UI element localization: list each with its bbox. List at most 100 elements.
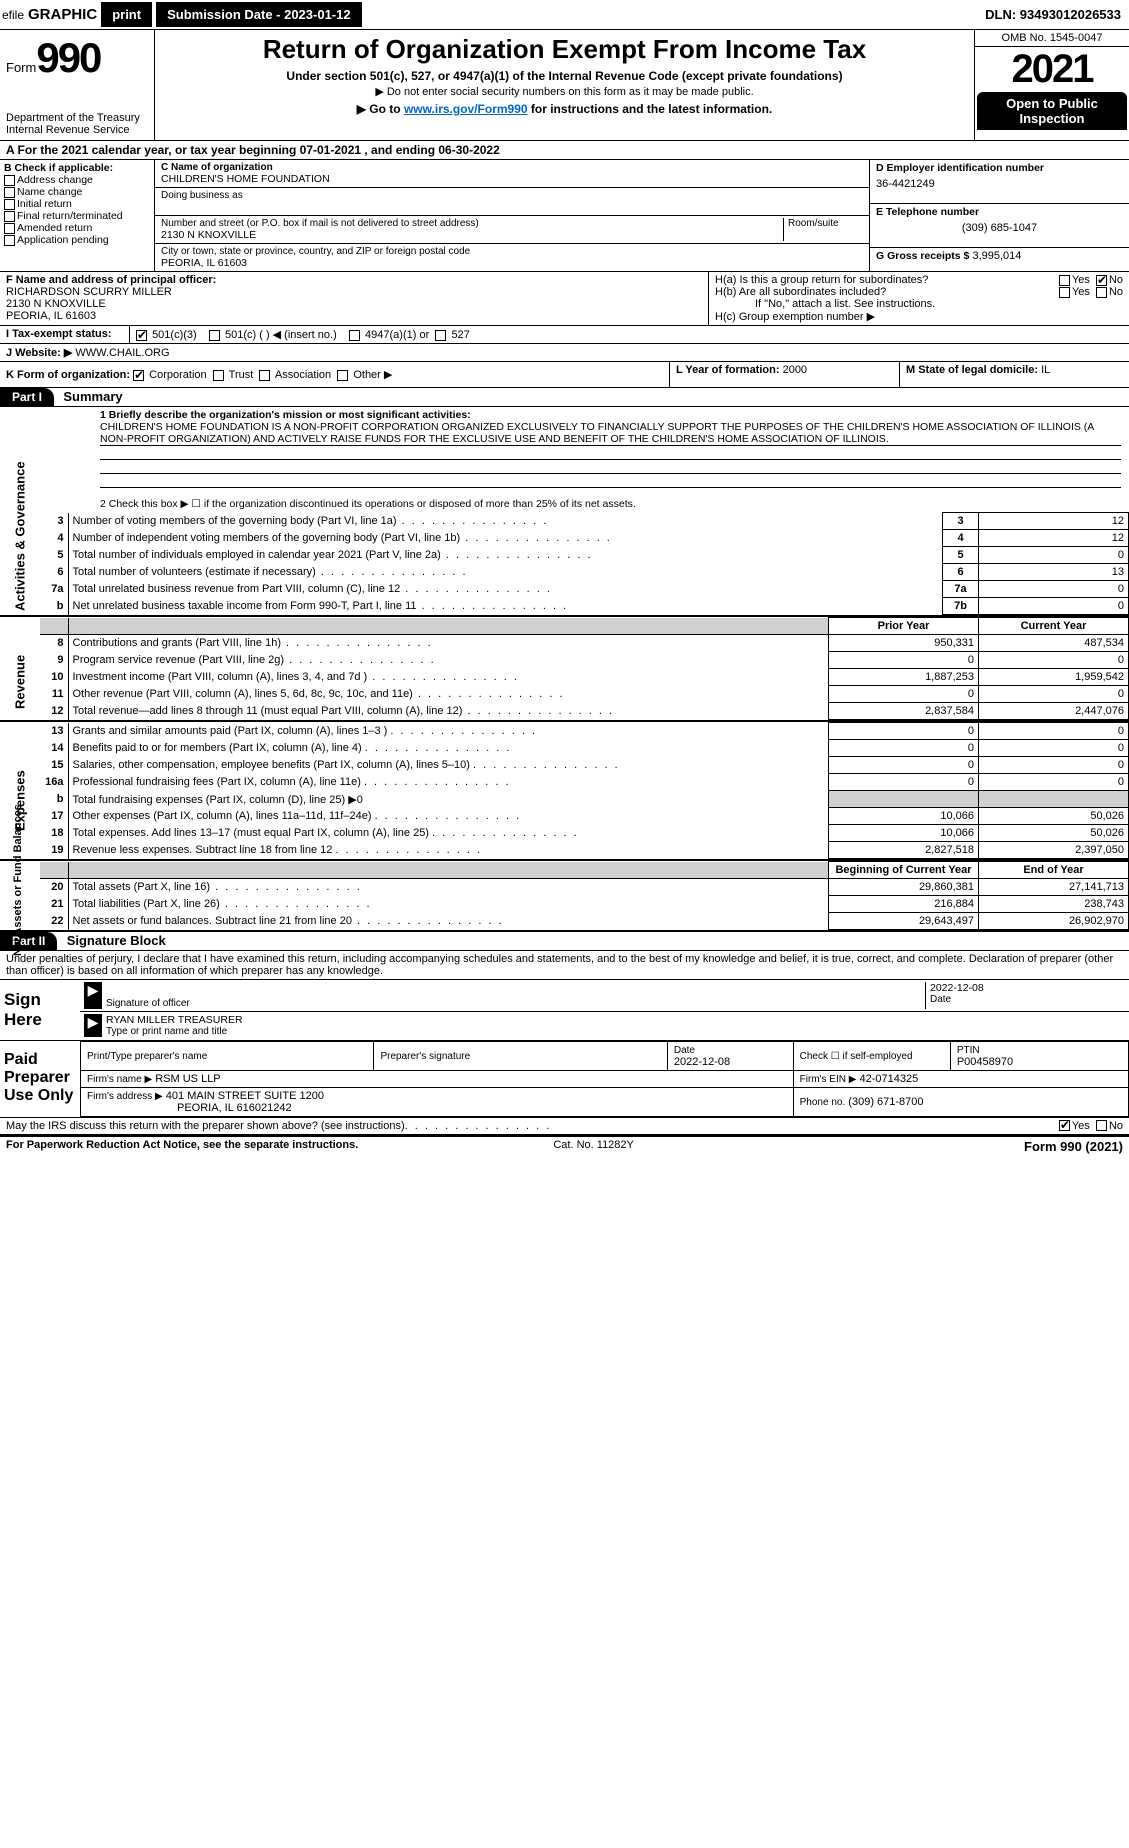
chk-amended[interactable]: Amended return — [4, 222, 150, 234]
paid-preparer-table: Print/Type preparer's name Preparer's si… — [80, 1041, 1129, 1117]
chk-corp[interactable] — [133, 370, 144, 381]
ha-yes-box[interactable] — [1059, 275, 1070, 286]
table-row: 8 Contributions and grants (Part VIII, l… — [40, 635, 1129, 652]
form-org-row: K Form of organization: Corporation Trus… — [0, 362, 1129, 388]
tax-year: 2021 — [975, 47, 1129, 92]
table-row: b Total fundraising expenses (Part IX, c… — [40, 791, 1129, 808]
col-d-right: D Employer identification number 36-4421… — [869, 160, 1129, 271]
table-row: 17 Other expenses (Part IX, column (A), … — [40, 808, 1129, 825]
table-row: 22 Net assets or fund balances. Subtract… — [40, 913, 1129, 930]
vtab-governance: Activities & Governance — [13, 411, 28, 611]
chk-trust[interactable] — [213, 370, 224, 381]
footer-row: For Paperwork Reduction Act Notice, see … — [0, 1136, 1129, 1156]
dept-treasury: Department of the Treasury — [6, 112, 148, 124]
chk-final-return[interactable]: Final return/terminated — [4, 210, 150, 222]
c-name-label: C Name of organization — [161, 162, 863, 173]
netassets-section: Net Assets or Fund Balances Beginning of… — [0, 861, 1129, 932]
header-right: OMB No. 1545-0047 2021 Open to Public In… — [974, 30, 1129, 140]
governance-section: Activities & Governance 1 Briefly descri… — [0, 407, 1129, 617]
k-label: K Form of organization: — [6, 369, 130, 381]
chk-initial-return[interactable]: Initial return — [4, 198, 150, 210]
print-button[interactable]: print — [101, 2, 152, 27]
net-table: Beginning of Current Year End of Year20 … — [40, 861, 1129, 930]
city-value: PEORIA, IL 61603 — [161, 257, 863, 269]
mission-text: CHILDREN'S HOME FOUNDATION IS A NON-PROF… — [100, 421, 1121, 446]
footer-left: For Paperwork Reduction Act Notice, see … — [6, 1139, 358, 1154]
declaration-text: Under penalties of perjury, I declare th… — [0, 951, 1129, 980]
table-row: 20 Total assets (Part X, line 16) 29,860… — [40, 879, 1129, 896]
mission-block: 1 Briefly describe the organization's mi… — [40, 407, 1129, 512]
chk-501c[interactable] — [209, 330, 220, 341]
paid-label: Paid Preparer Use Only — [0, 1041, 80, 1117]
may-discuss-row: May the IRS discuss this return with the… — [0, 1118, 1129, 1136]
city-label: City or town, state or province, country… — [161, 246, 863, 257]
arrow-icon: ▶ — [84, 982, 102, 1009]
phone-label: E Telephone number — [876, 206, 1123, 218]
omb-number: OMB No. 1545-0047 — [975, 30, 1129, 47]
revenue-table: Prior Year Current Year8 Contributions a… — [40, 617, 1129, 720]
submission-date-button[interactable]: Submission Date - 2023-01-12 — [156, 2, 362, 27]
discuss-yes-box[interactable] — [1059, 1120, 1070, 1131]
table-row: 19 Revenue less expenses. Subtract line … — [40, 842, 1129, 859]
tax-status-row: I Tax-exempt status: 501(c)(3) 501(c) ( … — [0, 326, 1129, 344]
hb-note: If "No," attach a list. See instructions… — [715, 298, 1123, 310]
ein-value: 36-4421249 — [876, 174, 1123, 190]
efile-label: efile — [2, 8, 24, 22]
table-row: 18 Total expenses. Add lines 13–17 (must… — [40, 825, 1129, 842]
header-mid: Return of Organization Exempt From Incom… — [155, 30, 974, 140]
chk-app-pending[interactable]: Application pending — [4, 234, 150, 246]
chk-other[interactable] — [337, 370, 348, 381]
hb-no-box[interactable] — [1096, 287, 1107, 298]
vtab-net: Net Assets or Fund Balances — [12, 836, 24, 956]
part1-title: Summary — [57, 389, 122, 404]
paid-preparer-row: Paid Preparer Use Only Print/Type prepar… — [0, 1041, 1129, 1118]
revenue-section: Revenue Prior Year Current Year8 Contrib… — [0, 617, 1129, 722]
sign-here-row: Sign Here ▶ Signature of officer 2022-12… — [0, 980, 1129, 1041]
form-subtitle: Under section 501(c), 527, or 4947(a)(1)… — [165, 69, 964, 83]
chk-4947[interactable] — [349, 330, 360, 341]
table-row: 15 Salaries, other compensation, employe… — [40, 757, 1129, 774]
signer-name-label: Type or print name and title — [106, 1026, 1125, 1037]
table-row: 16a Professional fundraising fees (Part … — [40, 774, 1129, 791]
hc-label: H(c) Group exemption number ▶ — [715, 310, 1123, 323]
discuss-no-box[interactable] — [1096, 1120, 1107, 1131]
table-row: 6 Total number of volunteers (estimate i… — [40, 564, 1129, 581]
expenses-table: 13 Grants and similar amounts paid (Part… — [40, 722, 1129, 859]
sig-officer-label: Signature of officer — [106, 998, 925, 1009]
k-left: K Form of organization: Corporation Trus… — [0, 362, 669, 387]
irs-link[interactable]: www.irs.gov/Form990 — [404, 102, 528, 116]
chk-assoc[interactable] — [259, 370, 270, 381]
officer-name: RICHARDSON SCURRY MILLER — [6, 286, 702, 298]
ha-no-box[interactable] — [1096, 275, 1107, 286]
hb-label: H(b) Are all subordinates included? — [715, 286, 1059, 298]
chk-501c3[interactable] — [136, 330, 147, 341]
may-discuss-text: May the IRS discuss this return with the… — [6, 1120, 405, 1132]
street-address: 2130 N KNOXVILLE — [161, 229, 783, 241]
efile-topbar: efile GRAPHIC print Submission Date - 20… — [0, 0, 1129, 30]
expenses-section: Expenses 13 Grants and similar amounts p… — [0, 722, 1129, 861]
chk-name-change[interactable]: Name change — [4, 186, 150, 198]
sign-here-label: Sign Here — [0, 980, 80, 1040]
phone-value: (309) 685-1047 — [876, 218, 1123, 234]
table-row: 3 Number of voting members of the govern… — [40, 513, 1129, 530]
table-row: 9 Program service revenue (Part VIII, li… — [40, 652, 1129, 669]
q2-text: 2 Check this box ▶ ☐ if the organization… — [100, 498, 1121, 510]
table-row: 7a Total unrelated business revenue from… — [40, 581, 1129, 598]
tax-year-line: A For the 2021 calendar year, or tax yea… — [0, 141, 1129, 160]
dba-label: Doing business as — [161, 190, 863, 201]
hb-yes-box[interactable] — [1059, 287, 1070, 298]
footer-form: Form 990 (2021) — [1024, 1139, 1123, 1154]
sign-date-label: Date — [930, 994, 1125, 1005]
b-header: B Check if applicable: — [4, 162, 150, 174]
officer-addr2: PEORIA, IL 61603 — [6, 310, 702, 322]
l-cell: L Year of formation: 2000 — [669, 362, 899, 387]
officer-addr1: 2130 N KNOXVILLE — [6, 298, 702, 310]
chk-address-change[interactable]: Address change — [4, 174, 150, 186]
chk-527[interactable] — [435, 330, 446, 341]
footer-cat: Cat. No. 11282Y — [553, 1139, 634, 1154]
org-name: CHILDREN'S HOME FOUNDATION — [161, 173, 863, 185]
table-row: 5 Total number of individuals employed i… — [40, 547, 1129, 564]
org-info-block: B Check if applicable: Address change Na… — [0, 160, 1129, 272]
ha-label: H(a) Is this a group return for subordin… — [715, 274, 1059, 286]
website-row: J Website: ▶ WWW.CHAIL.ORG — [0, 344, 1129, 362]
